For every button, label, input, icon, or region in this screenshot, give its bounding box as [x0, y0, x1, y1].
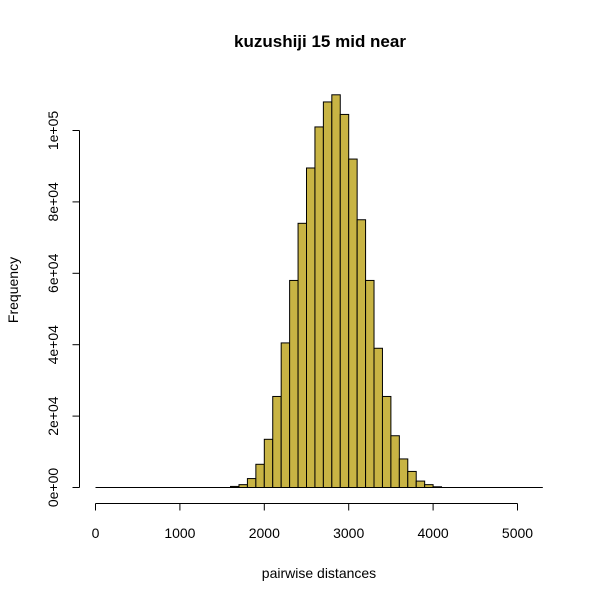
histogram-bar: [348, 158, 358, 488]
histogram-bar: [263, 438, 274, 488]
histogram-bar: [356, 219, 367, 488]
histogram-bar: [331, 94, 341, 489]
x-tick-label: 5000: [502, 525, 533, 541]
x-tick-label: 4000: [418, 525, 449, 541]
histogram-bar: [381, 395, 392, 488]
histogram-bar: [255, 463, 265, 489]
histogram-bar: [390, 435, 400, 488]
y-tick-label: 4e+04: [45, 325, 61, 365]
histogram-bar: [373, 347, 383, 488]
y-axis-label: Frequency: [5, 257, 21, 323]
histogram-bars: [230, 94, 443, 489]
histogram-bar: [272, 395, 282, 488]
histogram-bar: [246, 478, 257, 489]
histogram-bar: [407, 470, 417, 488]
chart-title: kuzushiji 15 mid near: [234, 32, 406, 51]
y-axis: 0e+00 2e+04 4e+04 6e+04 8e+04 1e+05: [45, 111, 80, 508]
histogram-bar: [280, 342, 291, 489]
x-axis-label: pairwise distances: [262, 565, 376, 581]
x-tick-label: 3000: [333, 525, 364, 541]
histogram-bar: [322, 101, 333, 488]
x-axis: 0 1000 2000 3000 4000 5000: [92, 503, 533, 541]
x-tick-label: 1000: [164, 525, 195, 541]
y-tick-label: 2e+04: [45, 396, 61, 436]
y-tick-label: 1e+05: [45, 111, 61, 151]
x-tick-label: 0: [92, 525, 100, 541]
x-tick-label: 2000: [249, 525, 280, 541]
y-tick-label: 0e+00: [45, 468, 61, 508]
y-tick-label: 8e+04: [45, 182, 61, 222]
histogram-bar: [339, 113, 350, 488]
histogram-bar: [314, 126, 324, 489]
y-tick-label: 6e+04: [45, 253, 61, 293]
histogram-bar: [398, 458, 409, 489]
histogram-bar: [415, 480, 426, 489]
histogram-bar: [289, 279, 299, 488]
histogram-bar: [365, 279, 375, 488]
histogram-bar: [297, 222, 307, 488]
histogram-bar: [306, 167, 316, 489]
